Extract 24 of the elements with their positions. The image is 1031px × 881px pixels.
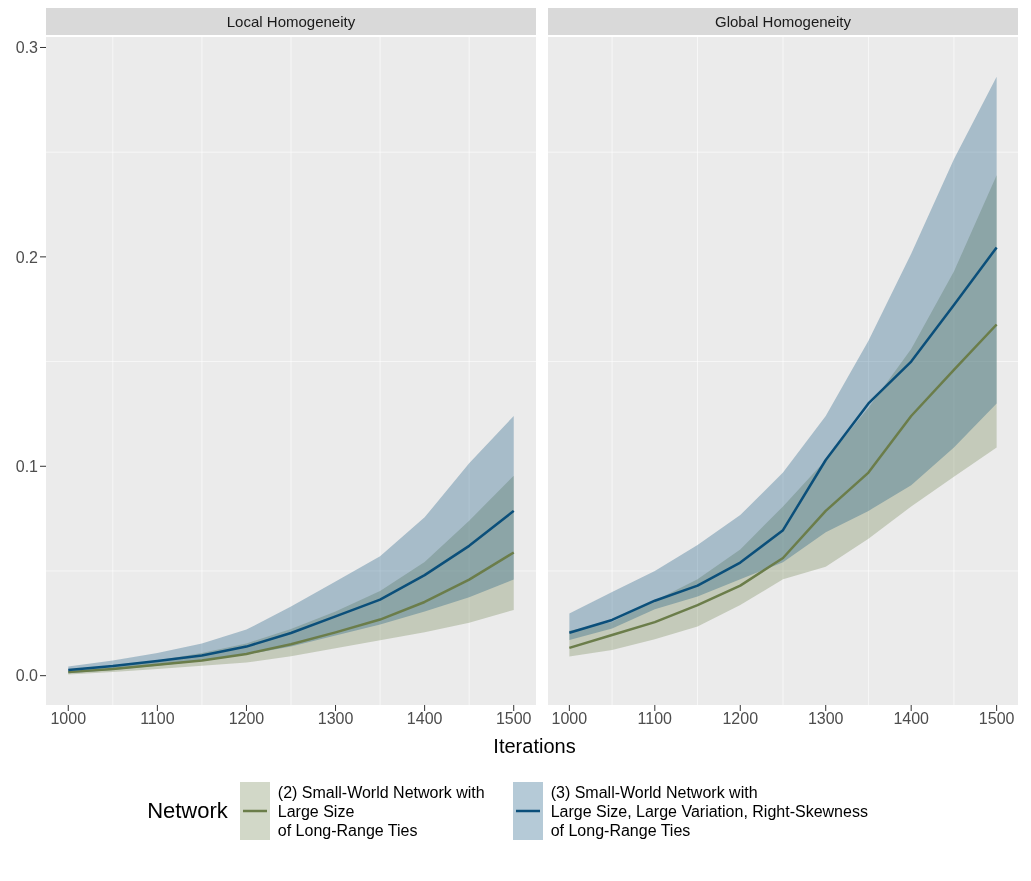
x-tick-label: 1100 [637, 710, 673, 728]
legend-label: (2) Small-World Network with Large Size of Long-Range Ties [277, 782, 485, 840]
x-axis-title: Iterations [492, 735, 577, 758]
x-tick-label: 1500 [495, 710, 532, 728]
line-series [67, 551, 515, 674]
x-tick-label: 1400 [406, 710, 443, 728]
x-tick-label: 1300 [807, 710, 844, 728]
x-tick-label: 1000 [50, 710, 87, 728]
y-tick-label: 0.0 [15, 667, 39, 685]
legend-title: Network [147, 798, 228, 824]
x-tick-label: 1200 [722, 710, 759, 728]
x-tick-label: 1400 [893, 710, 930, 728]
x-tick-label: 1200 [228, 710, 265, 728]
y-tick-label: 0.3 [15, 39, 39, 57]
chart-title: Global Homogeneity [548, 8, 1018, 35]
y-tick-label: 0.1 [15, 457, 39, 475]
x-tick-label: 1500 [978, 710, 1015, 728]
legend-label: (3) Small-World Network with Large Size, Large Variation, Right-Skewness of Long-Range Ties [550, 782, 868, 840]
x-tick-label: 1300 [317, 710, 354, 728]
chart-title: Local Homogeneity [46, 8, 536, 35]
x-tick-label: 1000 [551, 710, 588, 728]
y-tick-label: 0.2 [15, 248, 39, 266]
line-series [67, 509, 515, 672]
x-tick-label: 1100 [140, 710, 175, 728]
